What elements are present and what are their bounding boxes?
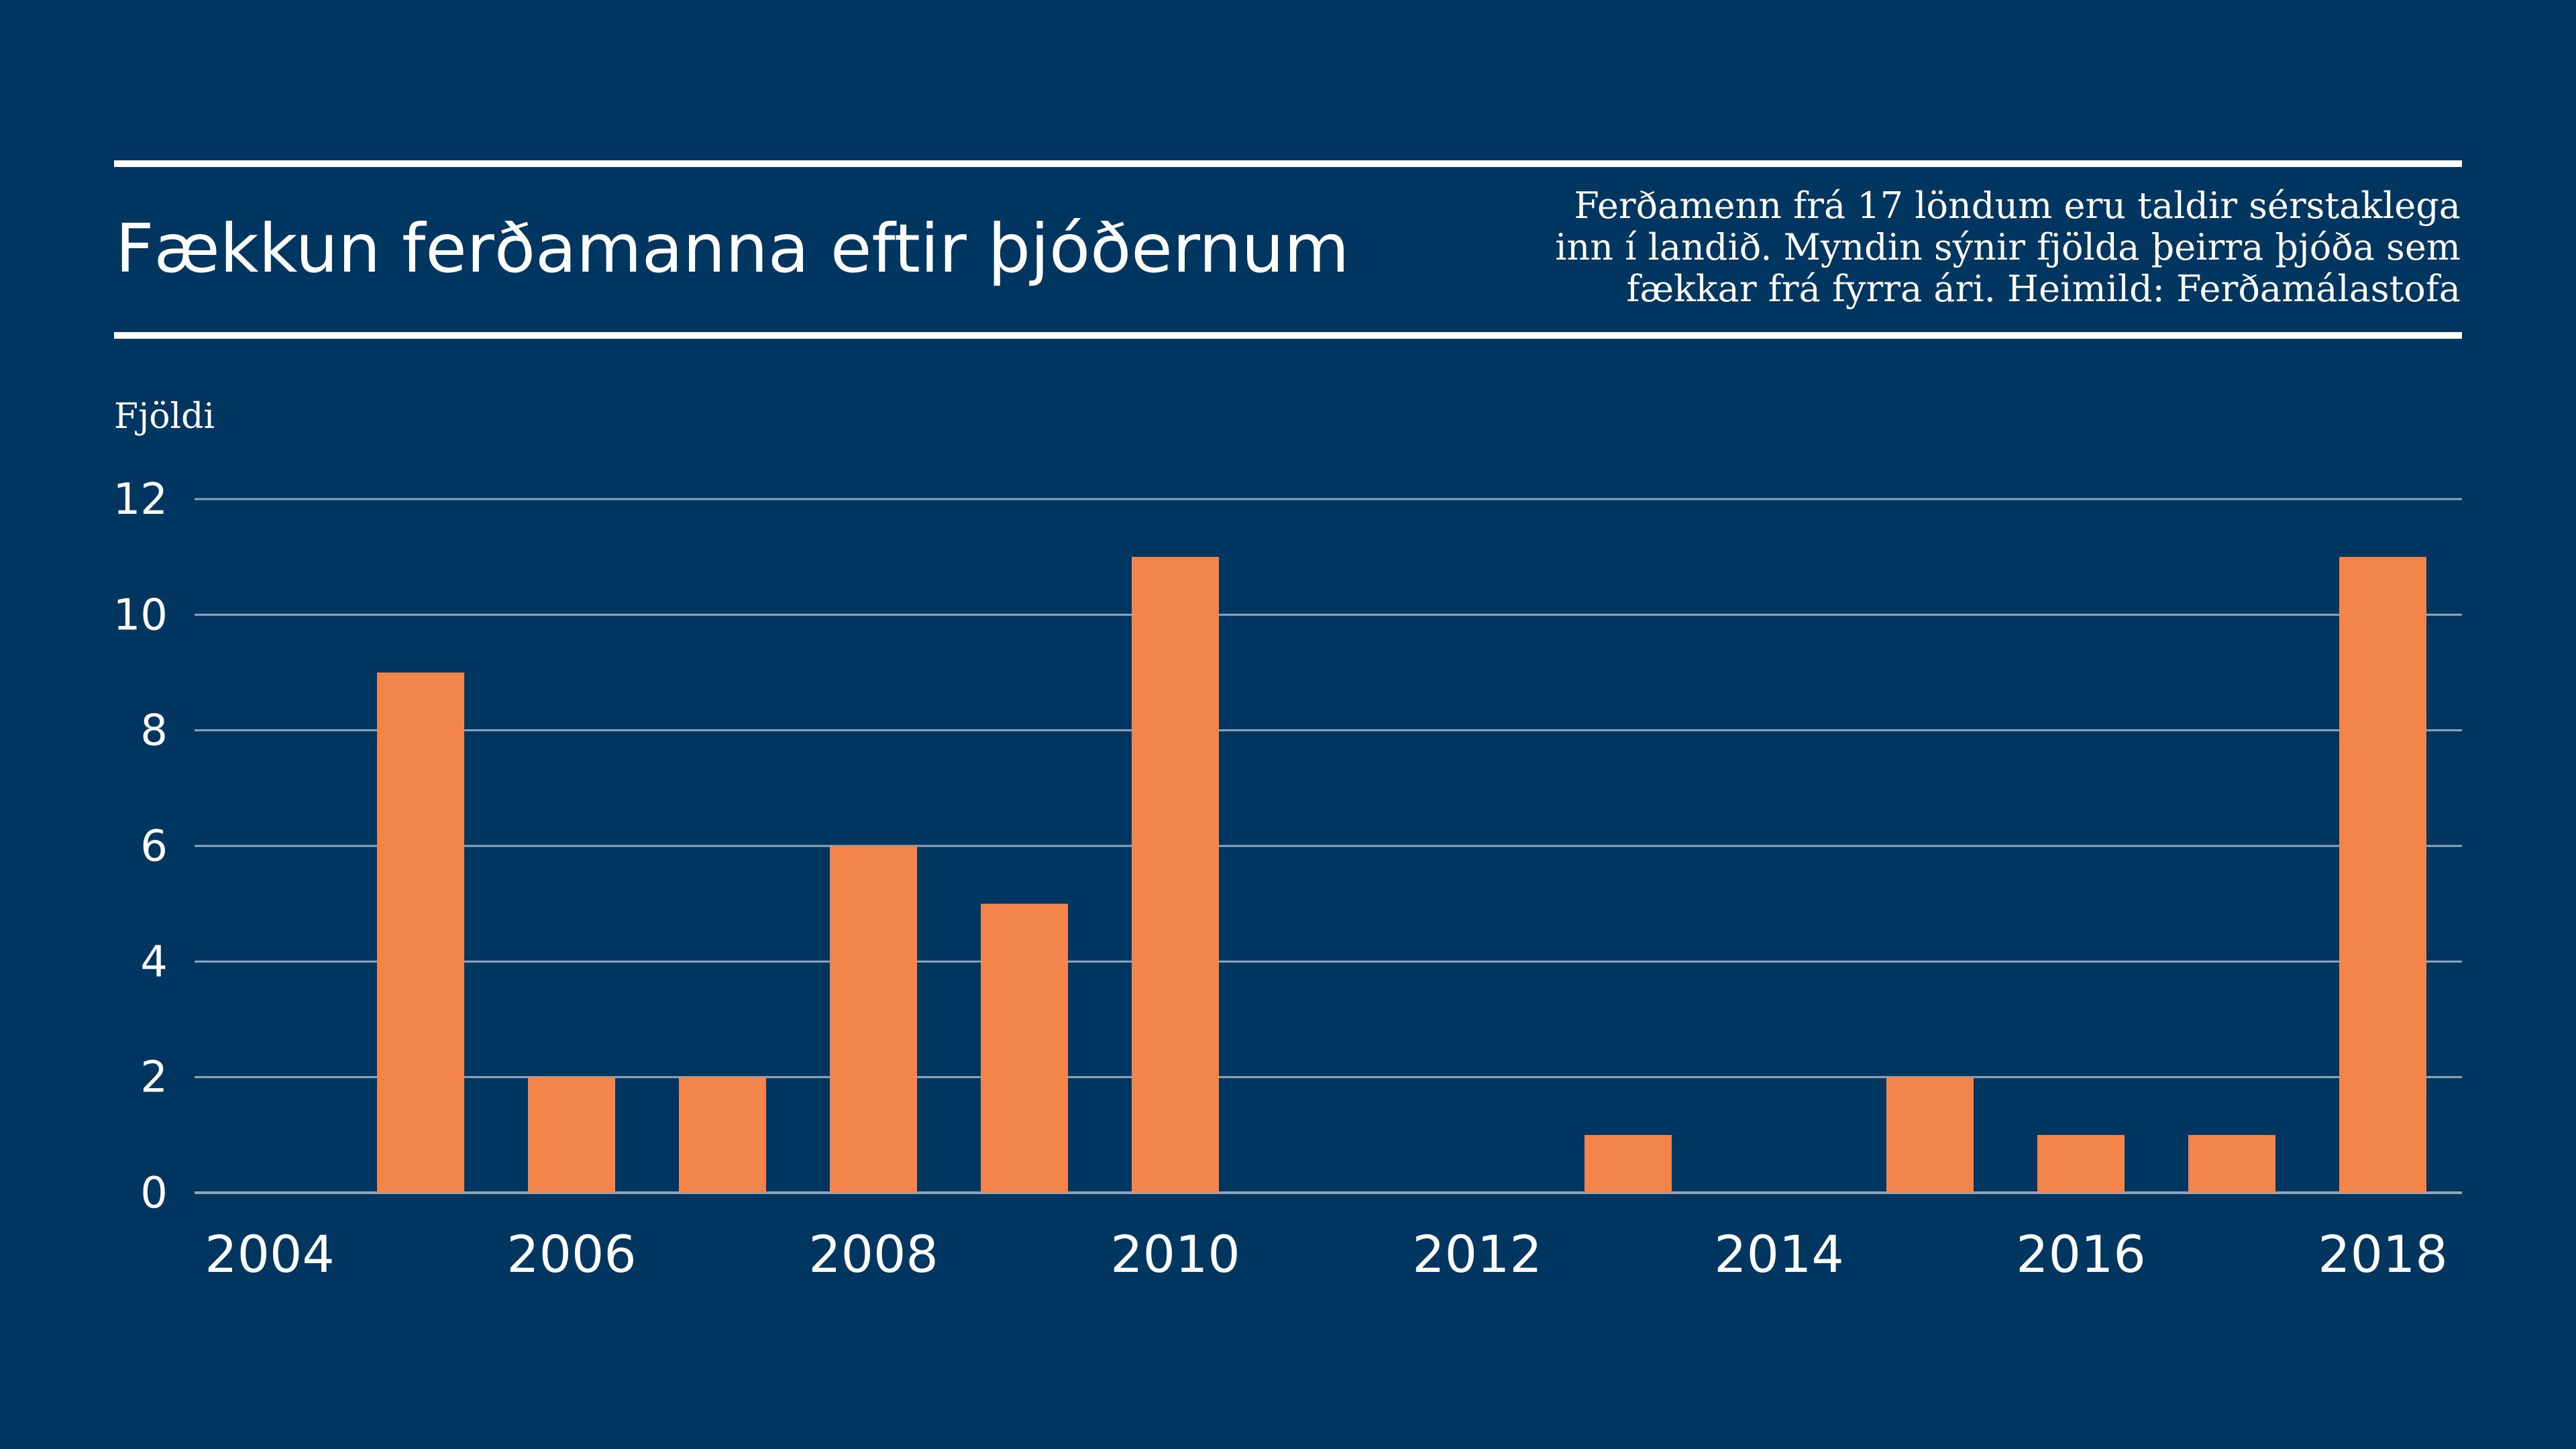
x-tick-label-2006: 2006 (506, 1224, 636, 1284)
x-tick-label-2018: 2018 (2318, 1224, 2447, 1284)
y-tick-labels: 0 2 4 6 8 10 12 (113, 475, 168, 1218)
y-tick-label-6: 6 (140, 822, 168, 871)
y-tick-label-12: 12 (113, 475, 168, 525)
x-tick-label-2010: 2010 (1110, 1224, 1240, 1284)
x-tick-label-2004: 2004 (205, 1224, 334, 1284)
bar-2006 (528, 1077, 615, 1193)
bar-2005 (377, 672, 464, 1193)
x-tick-label-2016: 2016 (2016, 1224, 2145, 1284)
x-tick-label-2012: 2012 (1412, 1224, 1542, 1284)
x-tick-labels: 2004 2006 2008 2010 2012 2014 2016 2018 (205, 1224, 2447, 1284)
y-tick-label-8: 8 (140, 706, 168, 756)
bar-2010 (1132, 557, 1219, 1193)
chart-subtitle-line-2: inn í landið. Myndin sýnir fjölda þeirra… (1555, 226, 2461, 268)
chart-title: Fækkun ferðamanna eftir þjóðernum (115, 209, 1349, 288)
y-tick-label-4: 4 (140, 937, 168, 987)
chart-subtitle-line-1: Ferðamenn frá 17 löndum eru taldir sérst… (1574, 184, 2461, 227)
bar-2007 (679, 1077, 766, 1193)
bar-2013 (1585, 1134, 1672, 1193)
bar-2015 (1886, 1077, 1974, 1193)
x-tick-label-2014: 2014 (1714, 1224, 1843, 1284)
bar-2016 (2037, 1134, 2125, 1193)
chart-subtitle-line-3: fækkar frá fyrra ári. Heimild: Ferðamála… (1626, 268, 2461, 310)
y-tick-label-0: 0 (140, 1169, 168, 1218)
bar-2008 (830, 846, 917, 1193)
y-tick-label-10: 10 (113, 590, 168, 640)
bar-2018 (2339, 557, 2426, 1193)
bar-2009 (981, 904, 1068, 1193)
y-axis-label: Fjöldi (114, 396, 215, 437)
x-tick-label-2008: 2008 (808, 1224, 938, 1284)
y-tick-label-2: 2 (140, 1053, 168, 1103)
bar-2017 (2188, 1134, 2275, 1193)
bars (377, 557, 2426, 1193)
